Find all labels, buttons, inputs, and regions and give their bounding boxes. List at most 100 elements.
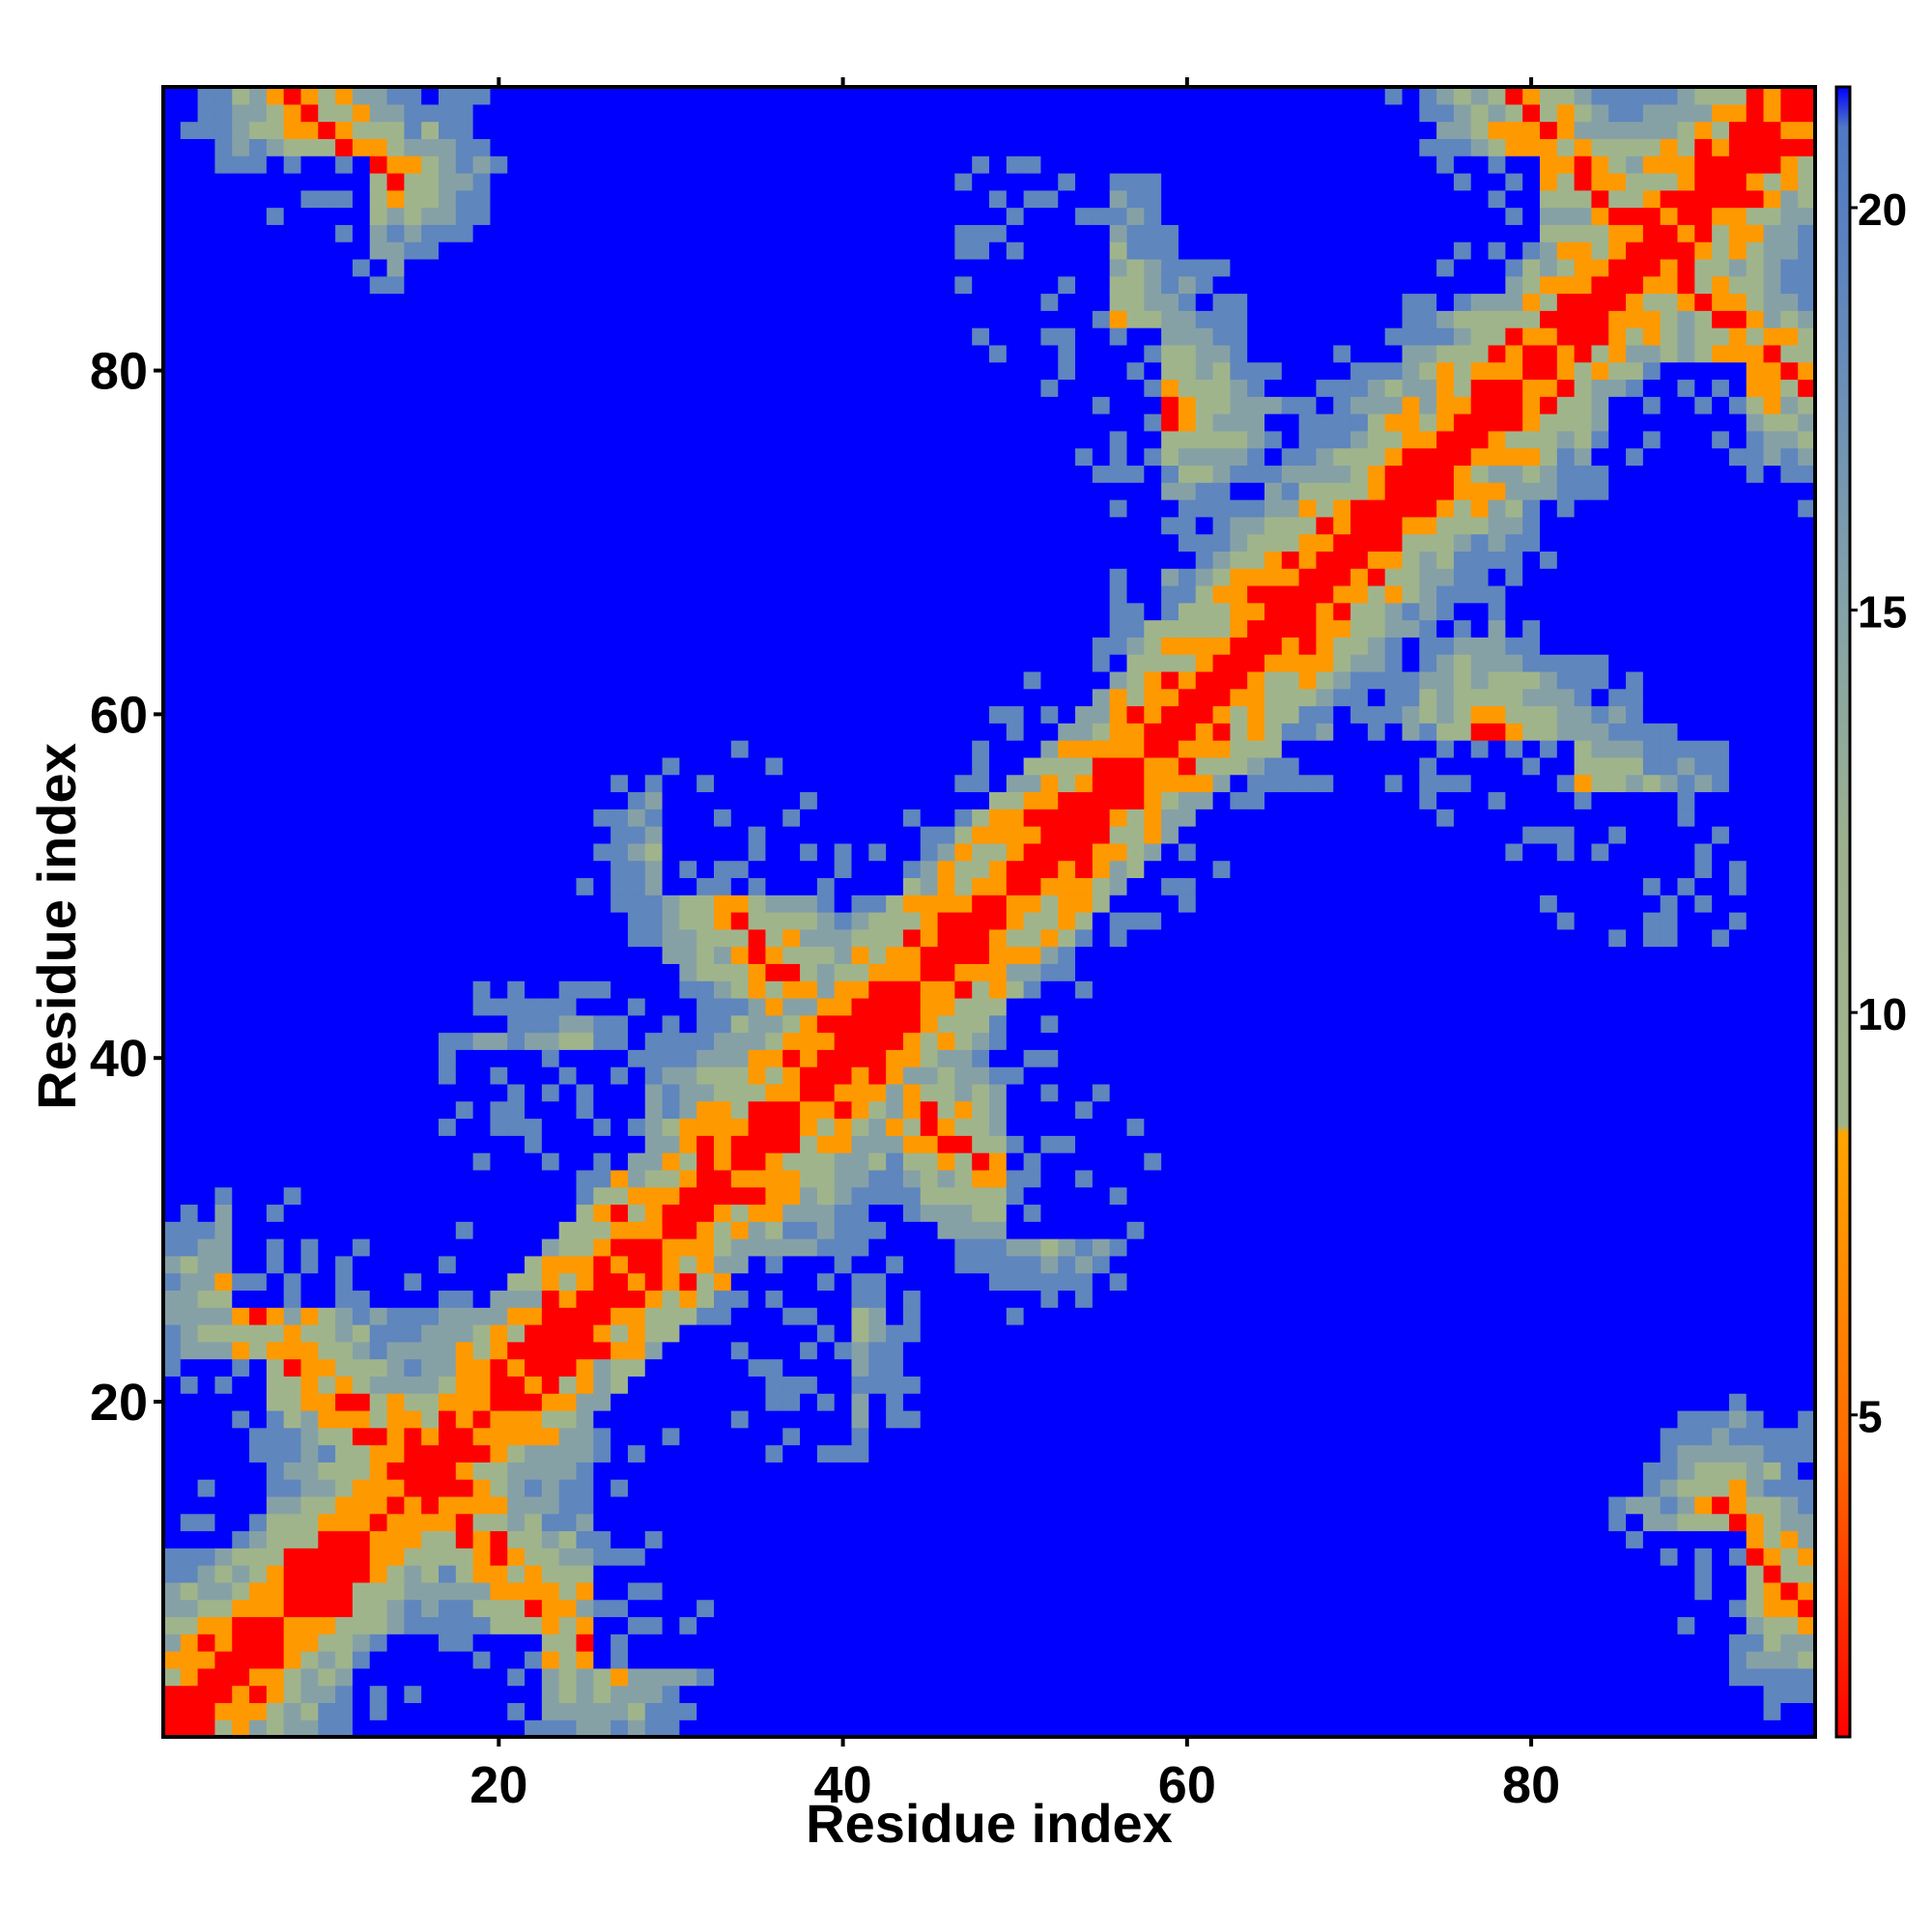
- heatmap-cell: [525, 1616, 543, 1634]
- heatmap-cell: [352, 533, 371, 552]
- heatmap-cell: [558, 430, 578, 449]
- heatmap-cell: [214, 568, 233, 586]
- heatmap-cell: [593, 895, 611, 913]
- heatmap-cell: [163, 499, 182, 518]
- heatmap-cell: [679, 156, 697, 174]
- heatmap-cell: [902, 1307, 922, 1325]
- heatmap-cell: [886, 774, 904, 793]
- heatmap-cell: [232, 258, 250, 277]
- heatmap-cell: [318, 275, 336, 295]
- heatmap-cell: [455, 1135, 474, 1153]
- heatmap-cell: [163, 980, 182, 999]
- heatmap-cell: [765, 1100, 783, 1120]
- heatmap-cell: [868, 1204, 887, 1222]
- heatmap-cell: [266, 103, 285, 123]
- heatmap-cell: [662, 1719, 680, 1738]
- heatmap-cell: [232, 1186, 250, 1206]
- heatmap-cell: [404, 584, 422, 604]
- heatmap-cell: [386, 1204, 405, 1222]
- heatmap-cell: [696, 1479, 715, 1497]
- heatmap-cell: [644, 809, 664, 827]
- heatmap-cell: [352, 877, 371, 895]
- heatmap-cell: [834, 705, 853, 724]
- heatmap-cell: [696, 1290, 715, 1308]
- heatmap-cell: [249, 1100, 268, 1120]
- heatmap-cell: [558, 568, 578, 586]
- heatmap-cell: [214, 1616, 233, 1634]
- heatmap-cell: [868, 499, 887, 518]
- heatmap-cell: [886, 1290, 904, 1308]
- heatmap-cell: [886, 207, 904, 225]
- heatmap-cell: [644, 740, 664, 758]
- heatmap-cell: [455, 637, 474, 655]
- heatmap-cell: [662, 877, 680, 895]
- heatmap-cell: [214, 1221, 233, 1239]
- heatmap-cell: [816, 379, 836, 397]
- heatmap-cell: [972, 482, 990, 500]
- heatmap-cell: [163, 619, 182, 638]
- heatmap-cell: [335, 774, 354, 793]
- heatmap-cell: [748, 809, 767, 827]
- heatmap-cell: [472, 756, 492, 776]
- heatmap-cell: [335, 361, 354, 381]
- heatmap-cell: [782, 1100, 801, 1120]
- heatmap-cell: [714, 1634, 732, 1652]
- heatmap-cell: [335, 1444, 354, 1463]
- heatmap-cell: [404, 533, 422, 552]
- heatmap-cell: [163, 1719, 182, 1738]
- heatmap-cell: [972, 1548, 990, 1566]
- heatmap-cell: [335, 258, 354, 277]
- heatmap-cell: [439, 637, 457, 655]
- heatmap-cell: [886, 465, 904, 483]
- heatmap-cell: [558, 1066, 578, 1085]
- heatmap-cell: [369, 584, 388, 604]
- heatmap-cell: [748, 740, 767, 758]
- heatmap-cell: [197, 1427, 216, 1446]
- heatmap-cell: [868, 1255, 887, 1274]
- heatmap-cell: [920, 1049, 939, 1067]
- heatmap-cell: [800, 654, 818, 672]
- heatmap-cell: [972, 809, 990, 827]
- heatmap-cell: [507, 1221, 526, 1239]
- heatmap-cell: [886, 138, 904, 156]
- heatmap-cell: [558, 963, 578, 981]
- heatmap-cell: [558, 1702, 578, 1720]
- heatmap-cell: [525, 997, 543, 1016]
- heatmap-cell: [404, 895, 422, 913]
- heatmap-cell: [300, 207, 319, 225]
- heatmap-cell: [679, 533, 697, 552]
- heatmap-cell: [1006, 1393, 1025, 1411]
- heatmap-cell: [1006, 946, 1025, 964]
- heatmap-cell: [593, 1049, 611, 1067]
- heatmap-cell: [197, 1376, 216, 1394]
- heatmap-cell: [369, 1100, 388, 1120]
- heatmap-cell: [989, 1685, 1008, 1704]
- heatmap-cell: [886, 447, 904, 467]
- heatmap-cell: [576, 1513, 594, 1532]
- heatmap-cell: [369, 224, 388, 242]
- heatmap-cell: [455, 774, 474, 793]
- heatmap-cell: [782, 361, 801, 381]
- heatmap-cell: [472, 1307, 492, 1325]
- heatmap-cell: [696, 1169, 715, 1188]
- heatmap-cell: [954, 1221, 973, 1239]
- heatmap-cell: [163, 121, 182, 139]
- heatmap-cell: [627, 997, 646, 1016]
- heatmap-cell: [593, 1014, 611, 1034]
- heatmap-cell: [180, 654, 199, 672]
- heatmap-cell: [404, 1393, 422, 1411]
- heatmap-cell: [249, 1548, 268, 1566]
- heatmap-cell: [972, 1513, 990, 1532]
- heatmap-cell: [404, 310, 422, 328]
- heatmap-cell: [439, 361, 457, 381]
- heatmap-cell: [1023, 963, 1042, 981]
- heatmap-cell: [611, 138, 629, 156]
- heatmap-cell: [490, 842, 508, 862]
- heatmap-cell: [163, 1169, 182, 1188]
- heatmap-cell: [558, 1376, 578, 1394]
- heatmap-cell: [782, 1685, 801, 1704]
- heatmap-cell: [868, 1083, 887, 1102]
- heatmap-cell: [541, 774, 560, 793]
- heatmap-cell: [920, 310, 939, 328]
- heatmap-cell: [954, 1204, 973, 1222]
